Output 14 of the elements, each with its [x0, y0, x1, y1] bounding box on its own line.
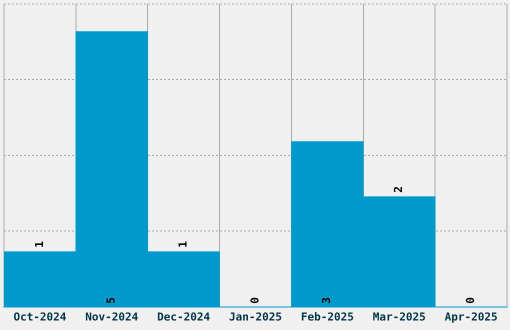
x-tick-label: Nov-2024 [85, 310, 139, 324]
data-label: 3 [320, 297, 334, 304]
x-tick-label: Dec-2024 [157, 310, 211, 324]
data-label: 0 [464, 297, 477, 304]
data-label: 1 [32, 240, 46, 248]
x-tick-label: Apr-2025 [444, 310, 498, 324]
x-tick-label: Feb-2025 [300, 310, 354, 324]
data-label: 1 [176, 240, 190, 248]
data-label: 2 [392, 186, 406, 193]
x-tick-label: Oct-2024 [13, 310, 67, 324]
x-tick-label: Mar-2025 [372, 310, 426, 324]
x-tick-label: Jan-2025 [229, 310, 282, 324]
data-label: 0 [248, 297, 262, 304]
data-label: 5 [104, 297, 118, 304]
